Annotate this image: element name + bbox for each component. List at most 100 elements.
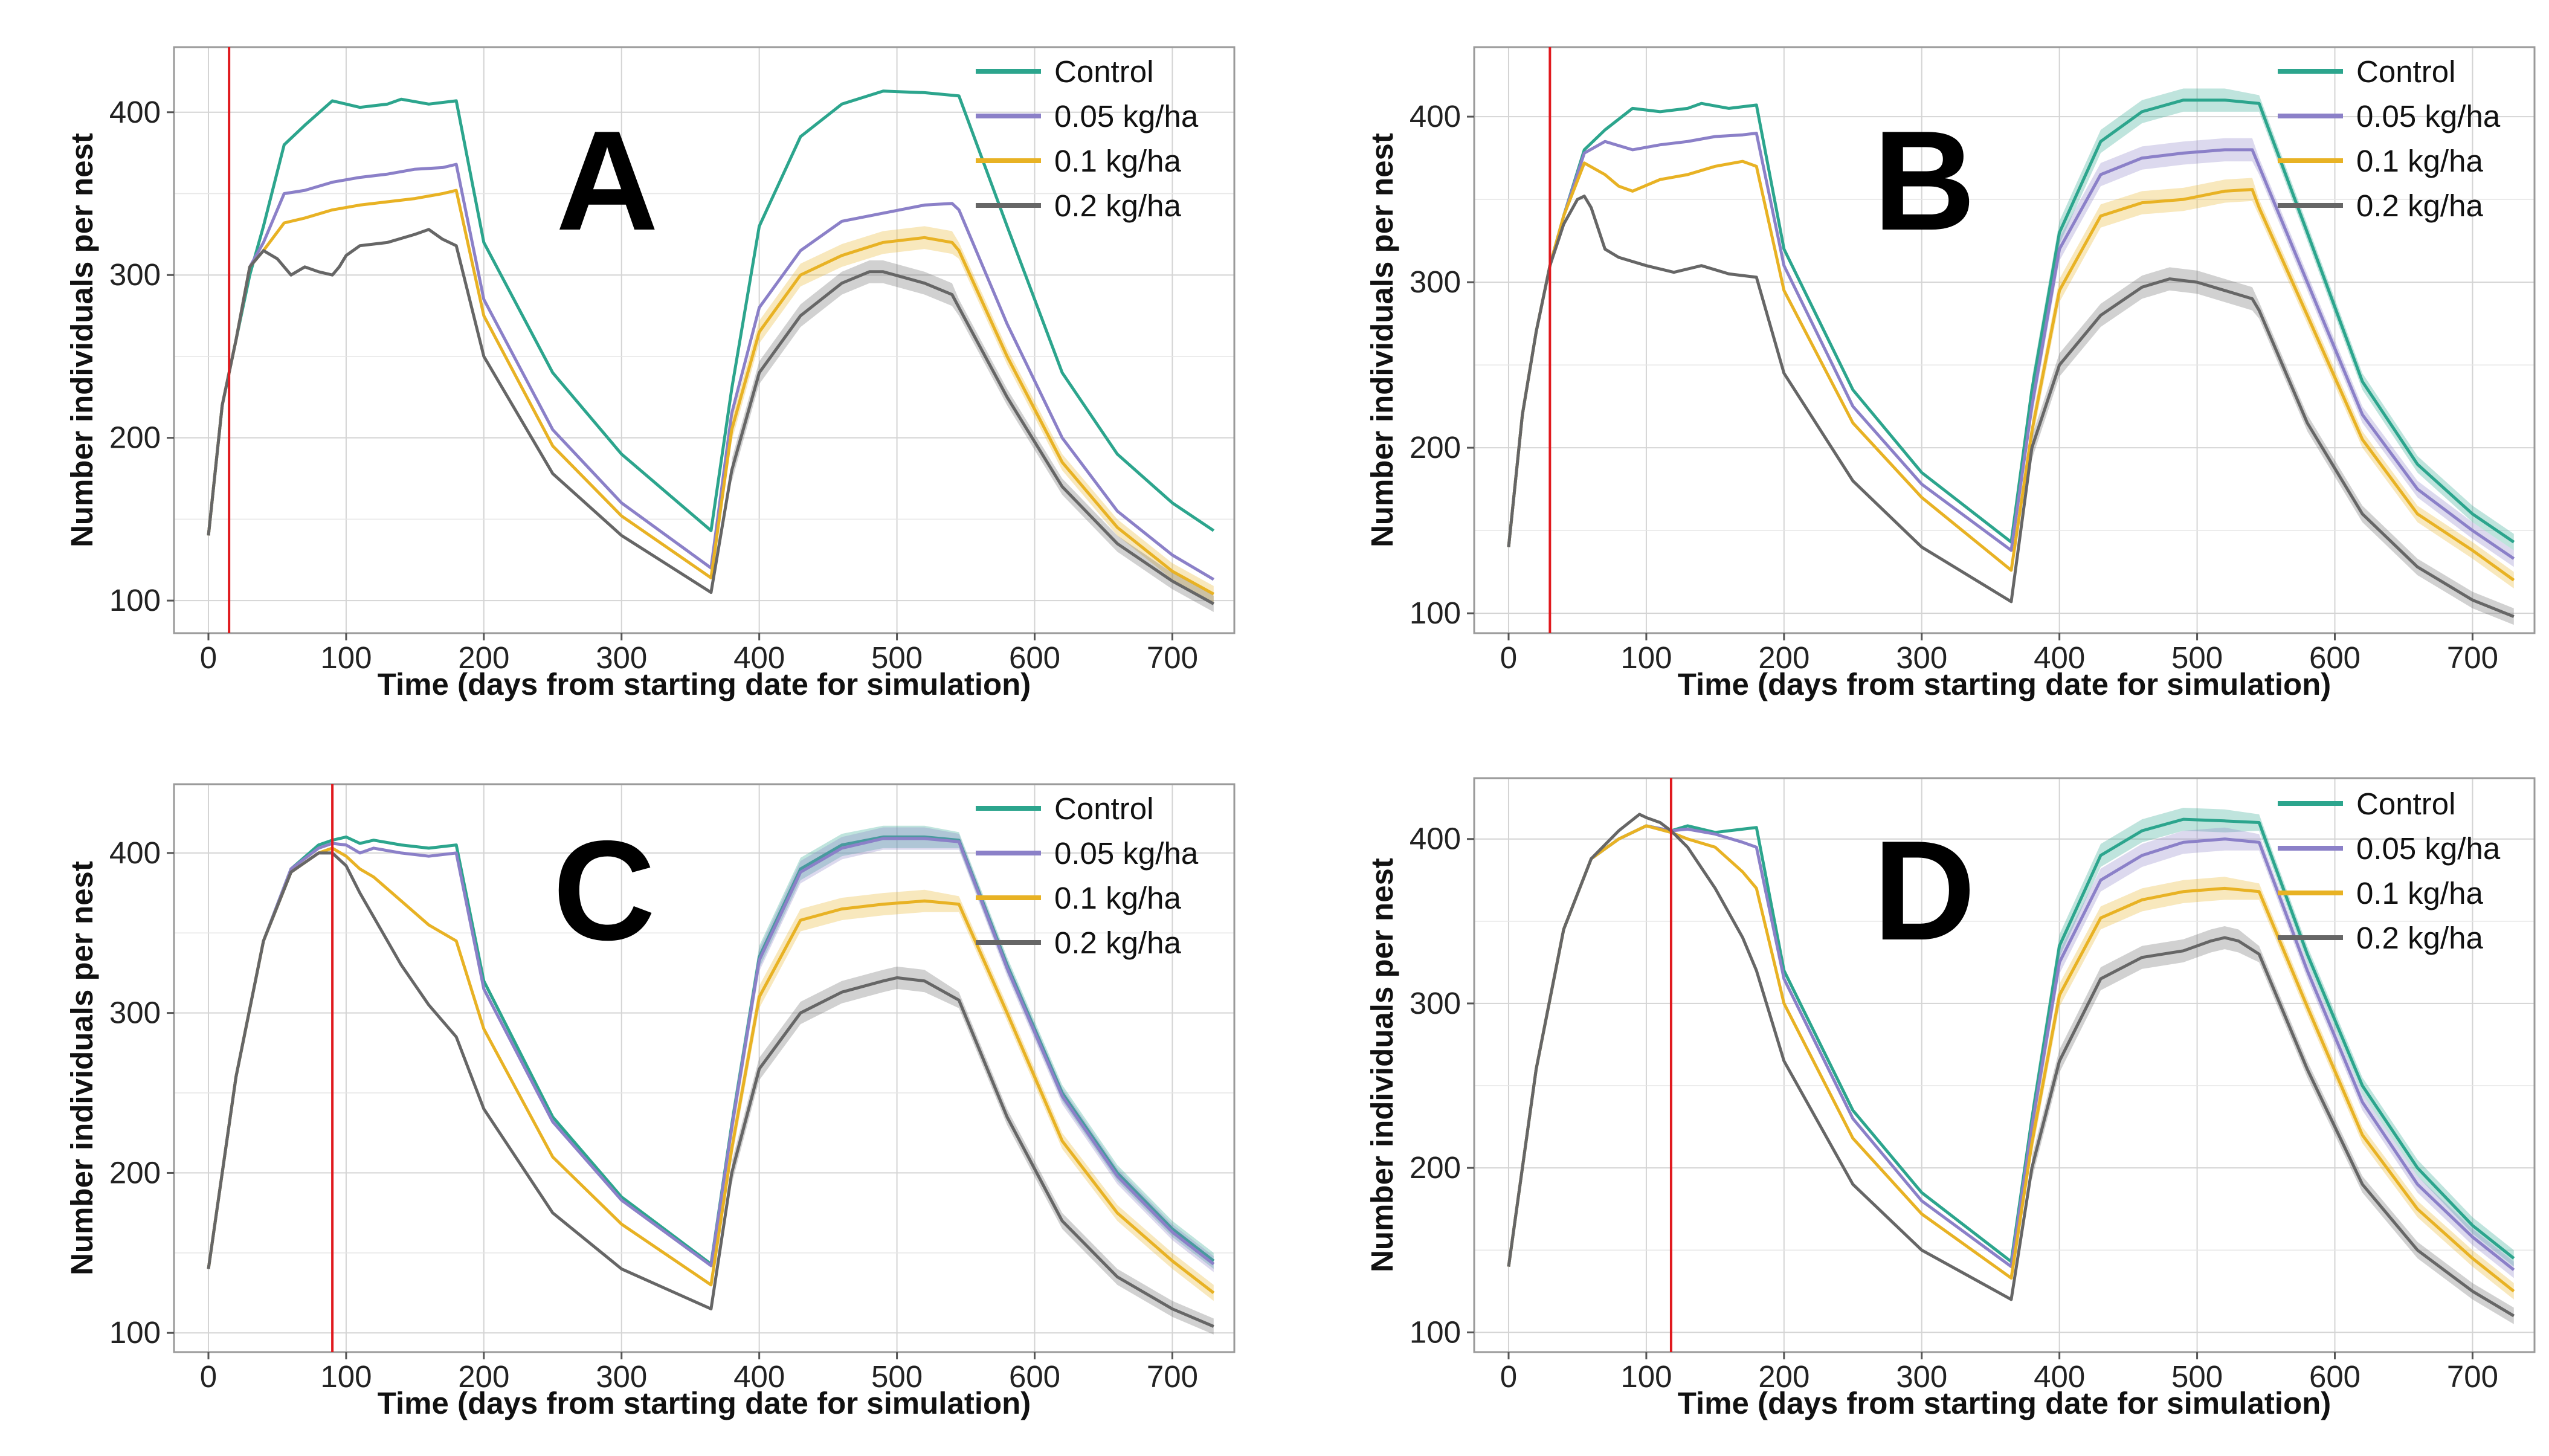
x-tick-label: 300 xyxy=(1896,640,1947,675)
legend-label: 0.2 kg/ha xyxy=(1054,926,1181,960)
x-tick-label: 500 xyxy=(2171,640,2223,675)
y-tick-label: 300 xyxy=(109,996,161,1030)
series-band xyxy=(732,260,1214,612)
series-line xyxy=(1507,824,2515,1293)
y-tick-label: 300 xyxy=(1410,265,1461,299)
x-tick-label: 100 xyxy=(1620,1359,1672,1394)
legend-label: Control xyxy=(2356,54,2455,89)
x-tick-label: 0 xyxy=(1500,640,1517,675)
legend-label: 0.2 kg/ha xyxy=(2356,188,2483,223)
y-tick-label: 300 xyxy=(109,257,161,292)
series-band xyxy=(2032,138,2514,567)
y-tick-label: 400 xyxy=(109,95,161,129)
plot-frame xyxy=(173,46,1236,634)
x-tick-label: 0 xyxy=(200,640,217,675)
x-tick-label: 300 xyxy=(1896,1359,1947,1394)
panel-letter: D xyxy=(1873,811,1976,970)
series-line xyxy=(207,228,1215,605)
x-tick-label: 700 xyxy=(1147,1359,1198,1394)
x-tick-label: 600 xyxy=(1009,1359,1060,1394)
series-line xyxy=(1507,813,2515,1318)
x-axis-title: Time (days from starting date for simula… xyxy=(378,1386,1031,1420)
x-tick-label: 400 xyxy=(2034,640,2085,675)
series-line xyxy=(207,837,1215,1269)
series-line xyxy=(207,851,1214,1328)
x-tick-label: 200 xyxy=(1758,1359,1809,1394)
legend-label: 0.05 kg/ha xyxy=(1054,99,1199,134)
y-tick-label: 300 xyxy=(1410,986,1461,1020)
legend-label: 0.1 kg/ha xyxy=(1054,144,1181,178)
x-tick-label: 100 xyxy=(1620,640,1672,675)
legend-label: 0.2 kg/ha xyxy=(1054,188,1181,223)
x-tick-label: 600 xyxy=(2309,1359,2360,1394)
y-tick-label: 400 xyxy=(1410,822,1461,856)
series-band xyxy=(732,889,1214,1301)
series-band xyxy=(2032,88,2514,550)
x-tick-label: 0 xyxy=(200,1359,217,1394)
y-tick-label: 100 xyxy=(1410,1315,1461,1349)
legend-label: 0.1 kg/ha xyxy=(2356,144,2483,178)
x-axis-title: Time (days from starting date for simula… xyxy=(1678,1386,2331,1420)
y-axis-title: Number individuals per nest xyxy=(1365,133,1399,547)
legend-label: 0.1 kg/ha xyxy=(1054,881,1181,915)
x-tick-label: 700 xyxy=(1147,640,1198,675)
x-tick-label: 400 xyxy=(733,1359,785,1394)
series-band xyxy=(2032,877,2514,1300)
series-area xyxy=(207,825,1215,1335)
y-tick-label: 200 xyxy=(109,1155,161,1190)
x-tick-label: 600 xyxy=(2309,640,2360,675)
y-tick-label: 200 xyxy=(1410,1150,1461,1185)
x-tick-label: 200 xyxy=(1758,640,1809,675)
series-band xyxy=(2032,827,2514,1278)
x-axis-title: Time (days from starting date for simula… xyxy=(1678,667,2331,701)
series-line xyxy=(207,188,1215,596)
legend-label: Control xyxy=(2356,787,2455,821)
legend-label: 0.05 kg/ha xyxy=(2356,831,2501,866)
series-line xyxy=(207,846,1215,1294)
x-tick-label: 0 xyxy=(1500,1359,1517,1394)
x-tick-label: 300 xyxy=(596,640,647,675)
legend-label: 0.2 kg/ha xyxy=(2356,921,2483,955)
legend-label: Control xyxy=(1054,54,1153,89)
x-tick-label: 100 xyxy=(320,1359,372,1394)
x-tick-label: 500 xyxy=(871,1359,923,1394)
y-tick-label: 100 xyxy=(109,583,161,617)
series-band xyxy=(2032,926,2514,1324)
y-axis-title: Number individuals per nest xyxy=(65,861,99,1275)
panel-letter: C xyxy=(553,811,656,970)
legend-label: 0.1 kg/ha xyxy=(2356,876,2483,910)
series-band xyxy=(2032,178,2514,588)
panel-letter: A xyxy=(556,101,659,260)
x-tick-label: 600 xyxy=(1009,640,1060,675)
plot-frame xyxy=(1473,46,2536,634)
series-band xyxy=(2032,267,2514,625)
y-axis-title: Number individuals per nest xyxy=(1365,858,1399,1272)
series-line xyxy=(207,89,1215,536)
legend-label: 0.05 kg/ha xyxy=(2356,99,2501,134)
series-line xyxy=(1507,195,2515,618)
plot-frame xyxy=(1473,777,2536,1353)
x-tick-label: 300 xyxy=(596,1359,647,1394)
plot-frame xyxy=(173,783,1236,1353)
y-tick-label: 200 xyxy=(1410,430,1461,465)
x-tick-label: 700 xyxy=(2447,640,2498,675)
series-line xyxy=(1507,132,2515,560)
series-area xyxy=(207,89,1215,612)
x-tick-label: 700 xyxy=(2447,1359,2498,1394)
x-tick-label: 400 xyxy=(733,640,785,675)
x-tick-label: 200 xyxy=(458,640,509,675)
y-axis-title: Number individuals per nest xyxy=(65,133,99,547)
series-line xyxy=(207,163,1215,581)
series-band xyxy=(732,966,1214,1335)
x-tick-label: 400 xyxy=(2034,1359,2085,1394)
x-tick-label: 500 xyxy=(871,640,923,675)
